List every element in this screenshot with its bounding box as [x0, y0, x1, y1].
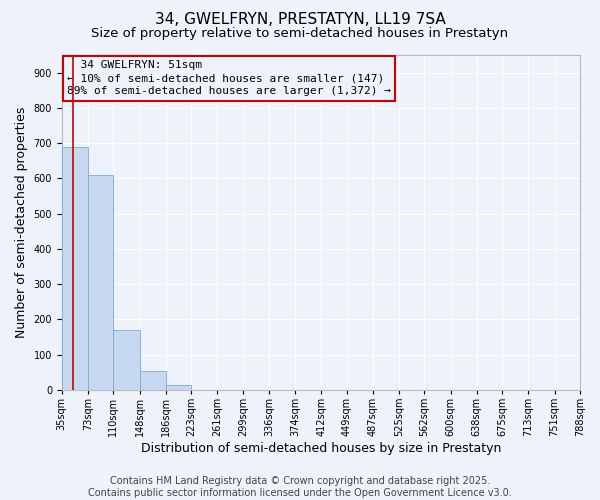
Bar: [62, 146, 88, 390]
X-axis label: Distribution of semi-detached houses by size in Prestatyn: Distribution of semi-detached houses by …: [141, 442, 501, 455]
Y-axis label: Number of semi-detached properties: Number of semi-detached properties: [15, 107, 28, 338]
Text: 34, GWELFRYN, PRESTATYN, LL19 7SA: 34, GWELFRYN, PRESTATYN, LL19 7SA: [155, 12, 445, 28]
Bar: [166, 386, 191, 390]
Bar: [113, 330, 140, 390]
Text: Contains HM Land Registry data © Crown copyright and database right 2025.
Contai: Contains HM Land Registry data © Crown c…: [88, 476, 512, 498]
Text: Size of property relative to semi-detached houses in Prestatyn: Size of property relative to semi-detach…: [91, 28, 509, 40]
Text: 34 GWELFRYN: 51sqm
← 10% of semi-detached houses are smaller (147)
89% of semi-d: 34 GWELFRYN: 51sqm ← 10% of semi-detache…: [67, 60, 391, 96]
Bar: [88, 175, 113, 390]
Bar: [140, 370, 166, 390]
